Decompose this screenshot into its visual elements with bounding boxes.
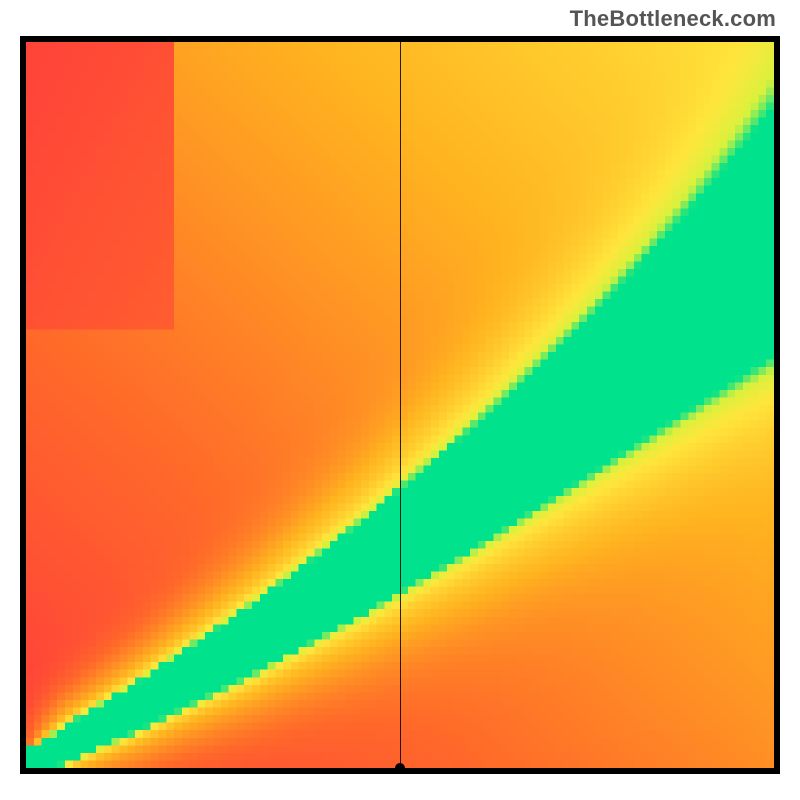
- plot-frame: [20, 36, 780, 774]
- watermark-text: TheBottleneck.com: [570, 6, 776, 32]
